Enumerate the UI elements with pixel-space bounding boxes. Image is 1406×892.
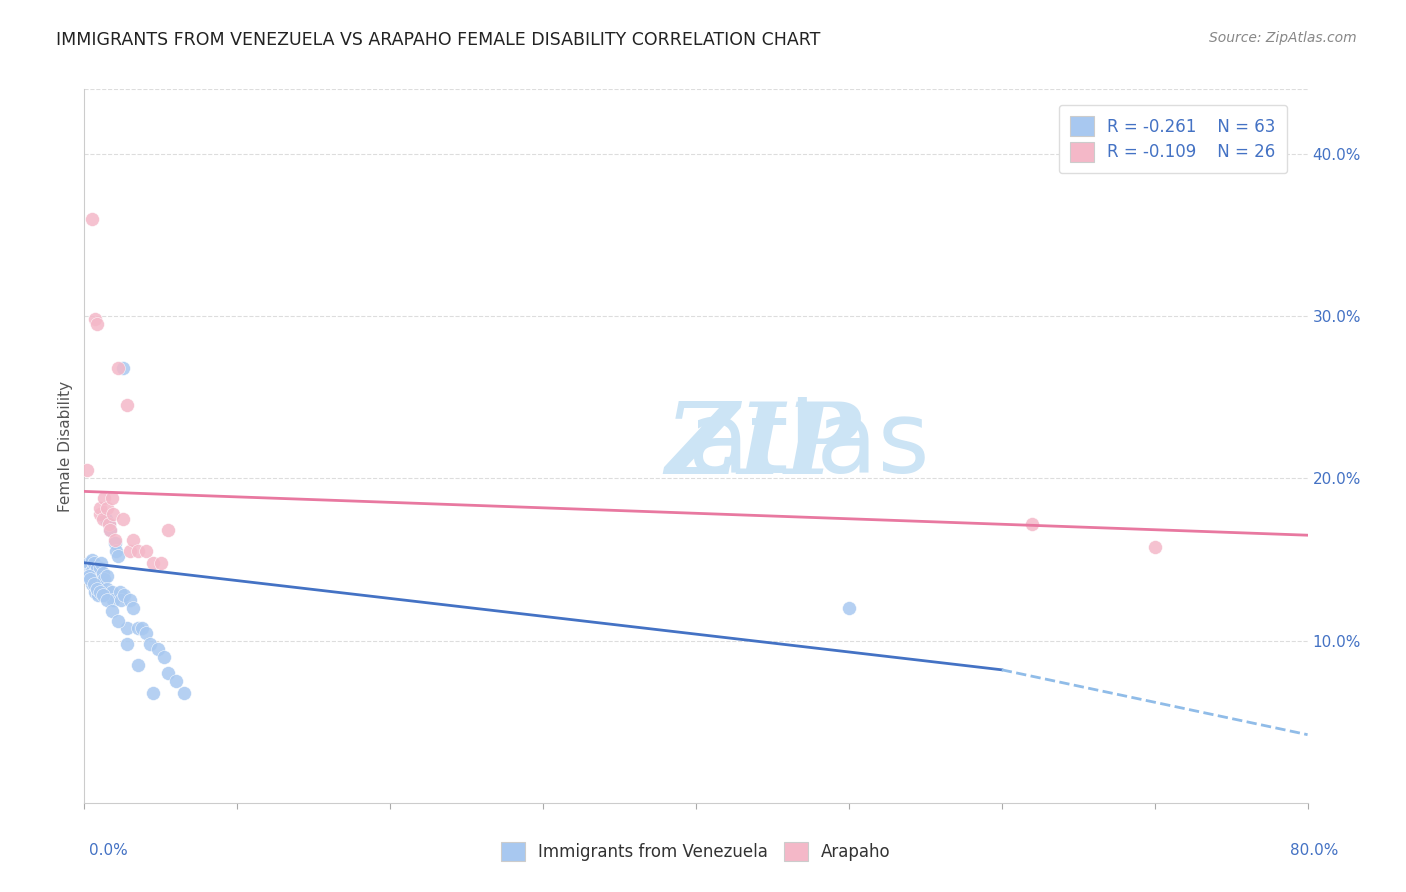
Text: atlas: atlas	[689, 398, 929, 494]
Point	[76, 463, 98, 477]
Point	[111, 361, 134, 376]
Point	[91, 566, 114, 580]
Point	[142, 556, 165, 570]
Text: 0.0%: 0.0%	[89, 843, 128, 858]
Point	[80, 552, 103, 566]
Point	[87, 588, 110, 602]
Point	[97, 516, 120, 531]
Point	[153, 649, 176, 664]
Point	[93, 588, 115, 602]
Point	[89, 560, 111, 574]
Point	[120, 593, 142, 607]
Point	[122, 601, 145, 615]
Text: 80.0%: 80.0%	[1291, 843, 1339, 858]
Point	[111, 512, 134, 526]
Point	[98, 524, 121, 538]
Point	[149, 556, 172, 570]
Text: Source: ZipAtlas.com: Source: ZipAtlas.com	[1209, 31, 1357, 45]
Point	[96, 568, 118, 582]
Point	[96, 593, 118, 607]
Point	[112, 588, 135, 602]
Point	[101, 604, 124, 618]
Point	[103, 593, 125, 607]
Point	[135, 544, 157, 558]
Point	[83, 556, 105, 570]
Text: IMMIGRANTS FROM VENEZUELA VS ARAPAHO FEMALE DISABILITY CORRELATION CHART: IMMIGRANTS FROM VENEZUELA VS ARAPAHO FEM…	[56, 31, 821, 49]
Point	[105, 544, 128, 558]
Point	[122, 533, 145, 547]
Point	[93, 491, 115, 505]
Point	[86, 560, 108, 574]
Point	[98, 524, 121, 538]
Point	[103, 507, 125, 521]
Point	[107, 361, 129, 376]
Point	[80, 564, 103, 578]
Point	[84, 585, 107, 599]
Point	[91, 585, 114, 599]
Point	[157, 524, 180, 538]
Point	[76, 560, 98, 574]
Point	[101, 585, 124, 599]
Legend: Immigrants from Venezuela, Arapaho: Immigrants from Venezuela, Arapaho	[489, 830, 903, 873]
Point	[89, 585, 111, 599]
Point	[1021, 516, 1043, 531]
Point	[86, 582, 108, 596]
Point	[120, 544, 142, 558]
Point	[127, 544, 149, 558]
Point	[139, 637, 162, 651]
Point	[83, 577, 105, 591]
Point	[94, 512, 117, 526]
Point	[110, 593, 132, 607]
Point	[79, 572, 101, 586]
Point	[107, 549, 129, 564]
Point	[89, 577, 111, 591]
Point	[157, 666, 180, 681]
Point	[173, 685, 195, 699]
Point	[107, 614, 129, 628]
Point	[84, 312, 107, 326]
Point	[104, 536, 127, 550]
Point	[93, 572, 115, 586]
Point	[108, 585, 131, 599]
Point	[86, 582, 108, 596]
Point	[135, 625, 157, 640]
Point	[165, 674, 187, 689]
Point	[80, 211, 103, 226]
Point	[84, 572, 107, 586]
Point	[96, 582, 118, 596]
Point	[97, 516, 120, 531]
Point	[87, 568, 110, 582]
Point	[77, 568, 100, 582]
Point	[104, 533, 127, 547]
Point	[115, 621, 138, 635]
Point	[91, 588, 114, 602]
Y-axis label: Female Disability: Female Disability	[58, 380, 73, 512]
Point	[838, 601, 860, 615]
Point	[101, 491, 124, 505]
Point	[86, 318, 108, 332]
Point	[127, 657, 149, 672]
Point	[91, 512, 114, 526]
Point	[96, 500, 118, 515]
Point	[127, 621, 149, 635]
Point	[1143, 540, 1166, 554]
Point	[79, 566, 101, 580]
Point	[90, 572, 112, 586]
Point	[146, 641, 169, 656]
Point	[115, 399, 138, 413]
Point	[77, 568, 100, 582]
Point	[89, 500, 111, 515]
Point	[80, 577, 103, 591]
Point	[142, 685, 165, 699]
Point	[90, 556, 112, 570]
Point	[77, 556, 100, 570]
Point	[115, 637, 138, 651]
Point	[89, 507, 111, 521]
Point	[83, 567, 105, 582]
Point	[131, 621, 153, 635]
Point	[79, 572, 101, 586]
Text: ZIP: ZIP	[665, 398, 860, 494]
